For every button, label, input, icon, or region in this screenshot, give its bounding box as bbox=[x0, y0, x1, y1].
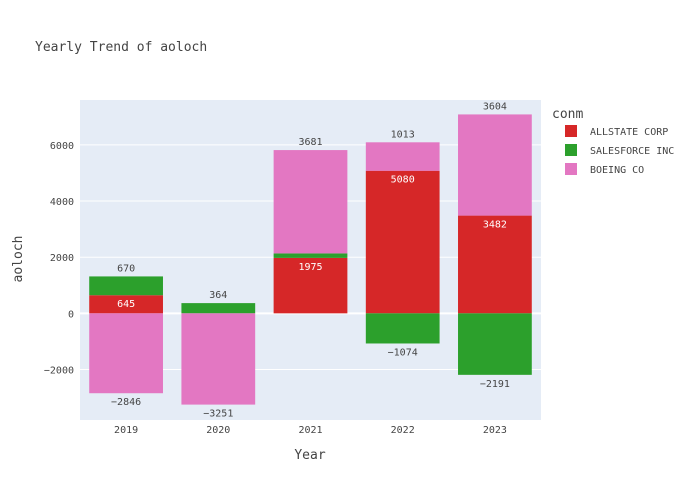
bar bbox=[89, 295, 163, 314]
y-tick-label: 4000 bbox=[50, 197, 74, 208]
data-label: 3681 bbox=[298, 137, 322, 148]
data-label: 5080 bbox=[391, 175, 415, 186]
data-label: 1013 bbox=[391, 129, 415, 140]
data-label: −1074 bbox=[388, 347, 418, 358]
bar bbox=[273, 257, 348, 314]
bar bbox=[458, 114, 532, 216]
bar bbox=[458, 215, 532, 314]
x-tick-label: 2021 bbox=[298, 425, 322, 436]
bar bbox=[181, 303, 256, 314]
bar bbox=[89, 313, 163, 394]
data-label: 3482 bbox=[483, 220, 507, 231]
data-label: −3251 bbox=[203, 409, 233, 420]
bar bbox=[181, 313, 256, 405]
data-labels: 645 1975 5080 3482 670 364 −1074 −2191 −2846 −325… bbox=[111, 101, 510, 419]
data-label: 670 bbox=[117, 263, 135, 274]
bar bbox=[273, 150, 348, 254]
data-label: 364 bbox=[209, 290, 227, 301]
legend-item: BOEING CO bbox=[590, 165, 644, 176]
bar bbox=[365, 170, 440, 314]
bar bbox=[89, 276, 163, 296]
x-tick-label: 2023 bbox=[483, 425, 507, 436]
data-label: −2846 bbox=[111, 397, 141, 408]
legend-item: ALLSTATE CORP bbox=[590, 127, 668, 138]
bar bbox=[365, 142, 440, 171]
data-label: 1975 bbox=[298, 262, 322, 273]
x-axis-label: Year bbox=[294, 448, 325, 463]
x-tick-label: 2020 bbox=[206, 425, 230, 436]
bars bbox=[89, 114, 532, 405]
data-label: 3604 bbox=[483, 101, 507, 112]
legend: conm ALLSTATE CORP SALESFORCE INC BOEING C… bbox=[552, 107, 674, 176]
legend-item: SALESFORCE INC bbox=[590, 146, 674, 157]
bar bbox=[458, 313, 532, 375]
legend-swatch bbox=[565, 144, 577, 156]
y-axis-ticks: −2000 0 2000 4000 6000 bbox=[44, 141, 74, 377]
x-tick-label: 2019 bbox=[114, 425, 138, 436]
y-tick-label: 2000 bbox=[50, 253, 74, 264]
y-tick-label: −2000 bbox=[44, 365, 74, 376]
legend-title: conm bbox=[552, 107, 583, 122]
legend-swatch bbox=[565, 163, 577, 175]
x-tick-label: 2022 bbox=[391, 425, 415, 436]
x-axis-ticks: 2019 2020 2021 2022 2023 bbox=[114, 425, 507, 436]
chart-title: Yearly Trend of aoloch bbox=[35, 40, 207, 55]
data-label: 645 bbox=[117, 299, 135, 310]
legend-swatch bbox=[565, 125, 577, 137]
bar bbox=[273, 253, 348, 258]
y-tick-label: 0 bbox=[68, 309, 74, 320]
bar bbox=[365, 313, 440, 344]
y-axis-label: aoloch bbox=[11, 236, 26, 283]
data-label: −2191 bbox=[480, 379, 510, 390]
y-tick-label: 6000 bbox=[50, 141, 74, 152]
